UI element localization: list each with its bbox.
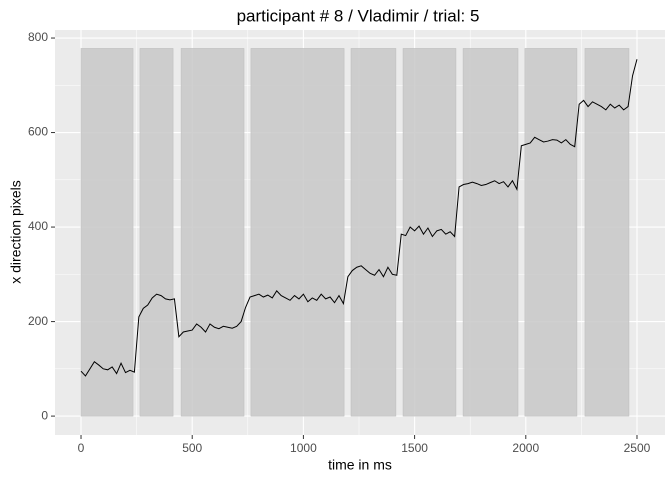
- interval-rect: [462, 48, 519, 417]
- y-tick-label: 0: [41, 408, 48, 422]
- interval-rect: [139, 48, 174, 417]
- x-tick-label: 1000: [290, 441, 317, 455]
- interval-rect: [80, 48, 134, 417]
- data-line: [80, 59, 638, 377]
- y-tick-label: 800: [28, 30, 48, 44]
- interval-rect: [350, 48, 397, 417]
- y-tick-label: 200: [28, 314, 48, 328]
- y-axis-title: x direction pixels: [8, 180, 24, 284]
- x-tick-label: 1500: [401, 441, 428, 455]
- x-tick-label: 0: [78, 441, 85, 455]
- x-tick-label: 2500: [624, 441, 651, 455]
- interval-rect: [584, 48, 630, 417]
- x-axis-title: time in ms: [328, 457, 392, 473]
- interval-rect: [180, 48, 245, 417]
- x-tick-label: 2000: [512, 441, 539, 455]
- interval-rect: [402, 48, 457, 417]
- interval-rect: [524, 48, 578, 417]
- y-tick-label: 400: [28, 219, 48, 233]
- interval-rect: [250, 48, 345, 417]
- x-tick-label: 500: [182, 441, 202, 455]
- chart-title: participant # 8 / Vladimir / trial: 5: [237, 6, 480, 25]
- y-tick-label: 600: [28, 125, 48, 139]
